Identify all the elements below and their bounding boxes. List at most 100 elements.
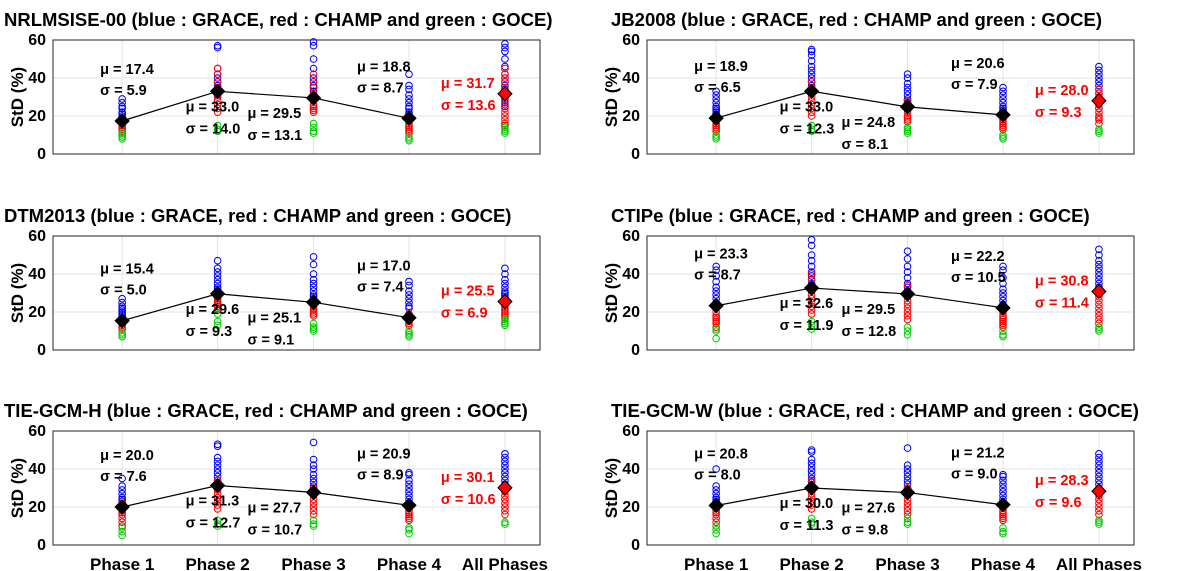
chart-panel-6: TIE-GCM-W (blue : GRACE, red : CHAMP and… <box>602 400 1142 571</box>
scatter-point-grace <box>118 304 126 313</box>
scatter-point-goce <box>501 125 509 134</box>
scatter-point-grace <box>501 270 509 278</box>
scatter-point-champ <box>501 499 509 508</box>
scatter-point-champ <box>903 116 912 124</box>
scatter-point-grace <box>712 102 720 111</box>
scatter-point-champ <box>1095 119 1103 128</box>
scatter-point-grace <box>213 442 222 451</box>
scatter-point-grace <box>807 241 816 250</box>
x-tick-label: Phase 4 <box>377 555 442 571</box>
scatter-point-grace <box>1095 78 1103 86</box>
scatter-point-champ <box>1095 304 1103 313</box>
sigma-label: σ = 6.9 <box>441 306 488 322</box>
chart-panel-3: DTM2013 (blue : GRACE, red : CHAMP and g… <box>4 205 541 359</box>
scatter-point-grace <box>807 268 816 276</box>
plot-frame <box>646 39 1135 155</box>
scatter-point-goce <box>118 331 126 339</box>
x-tick-label: Phase 1 <box>684 555 748 571</box>
scatter-point-goce <box>405 327 413 335</box>
sigma-label: σ = 9.6 <box>1035 495 1082 511</box>
scatter-point-grace <box>807 45 816 54</box>
scatter-point-goce <box>1095 129 1103 137</box>
scatter-point-goce <box>999 527 1007 536</box>
scatter-point-champ <box>118 522 126 530</box>
scatter-point-champ <box>807 270 816 278</box>
scatter-point-champ <box>807 100 816 109</box>
scatter-point-grace <box>807 70 816 78</box>
scatter-point-grace <box>807 236 816 244</box>
scatter-point-grace <box>405 291 413 299</box>
sigma-label: σ = 10.7 <box>248 522 303 538</box>
scatter-point-grace <box>712 277 720 286</box>
scatter-point-goce <box>999 327 1007 335</box>
scatter-point-grace <box>1095 457 1103 466</box>
sigma-label: σ = 10.6 <box>441 492 496 508</box>
scatter-point-champ <box>807 310 816 318</box>
mu-label: μ = 21.2 <box>951 446 1005 462</box>
scatter-point-grace <box>309 455 318 464</box>
y-tick-label: 0 <box>631 342 640 359</box>
scatter-point-grace <box>999 285 1007 294</box>
mean-line <box>715 90 1004 119</box>
scatter-point-grace <box>118 302 126 311</box>
y-axis-label: StD (%) <box>8 458 27 518</box>
scatter-point-grace <box>309 279 318 288</box>
scatter-point-goce <box>807 520 816 528</box>
y-tick-label: 60 <box>622 228 640 245</box>
scatter-point-champ <box>999 516 1007 525</box>
scatter-point-champ <box>501 112 509 120</box>
sigma-label: σ = 5.0 <box>100 283 147 299</box>
scatter-point-grace <box>712 91 720 99</box>
mean-marker <box>803 480 820 496</box>
scatter-point-champ <box>501 313 509 322</box>
scatter-point-goce <box>903 518 912 527</box>
scatter-point-grace <box>999 484 1007 492</box>
scatter-point-grace <box>807 463 816 471</box>
scatter-point-champ <box>213 70 222 78</box>
scatter-point-champ <box>501 104 509 113</box>
scatter-point-grace <box>999 470 1007 479</box>
scatter-point-champ <box>999 512 1007 521</box>
scatter-point-goce <box>405 135 413 143</box>
x-tick-label: All Phases <box>1056 555 1142 571</box>
scatter-point-grace <box>807 459 816 468</box>
scatter-point-champ <box>712 315 720 324</box>
scatter-point-grace <box>501 469 509 477</box>
sigma-label: σ = 9.3 <box>186 324 233 340</box>
scatter-point-goce <box>807 514 816 523</box>
scatter-point-champ <box>807 108 816 116</box>
scatter-point-grace <box>405 81 413 90</box>
scatter-point-champ <box>903 503 912 511</box>
scatter-point-goce <box>1095 125 1103 134</box>
scatter-point-grace <box>1095 245 1103 254</box>
scatter-point-grace <box>309 275 318 284</box>
scatter-point-grace <box>213 440 222 449</box>
scatter-point-grace <box>118 294 126 303</box>
scatter-point-grace <box>999 488 1007 496</box>
scatter-point-grace <box>903 74 912 82</box>
plot-frame <box>52 39 541 155</box>
sigma-label: σ = 5.9 <box>100 83 147 99</box>
mean-marker <box>114 313 130 329</box>
mu-label: μ = 20.6 <box>951 56 1005 72</box>
y-tick-label: 40 <box>622 461 640 478</box>
scatter-point-grace <box>213 453 222 462</box>
scatter-point-champ <box>1095 507 1103 515</box>
sigma-label: σ = 14.0 <box>186 121 241 137</box>
scatter-point-champ <box>1095 499 1103 508</box>
sigma-label: σ = 8.7 <box>694 268 741 284</box>
scatter-point-grace <box>405 102 413 111</box>
scatter-point-goce <box>405 133 413 141</box>
y-tick-label: 40 <box>622 70 640 87</box>
scatter-point-goce <box>118 524 126 532</box>
mu-label: μ = 15.4 <box>100 262 154 278</box>
plot-frame <box>52 430 541 546</box>
sigma-label: σ = 13.1 <box>248 128 303 144</box>
scatter-point-grace <box>712 283 720 292</box>
scatter-point-grace <box>1095 268 1103 276</box>
scatter-point-grace <box>501 62 509 71</box>
scatter-point-goce <box>999 529 1007 538</box>
mean-marker <box>209 83 226 100</box>
mean-marker <box>995 497 1011 513</box>
scatter-point-champ <box>309 507 318 515</box>
